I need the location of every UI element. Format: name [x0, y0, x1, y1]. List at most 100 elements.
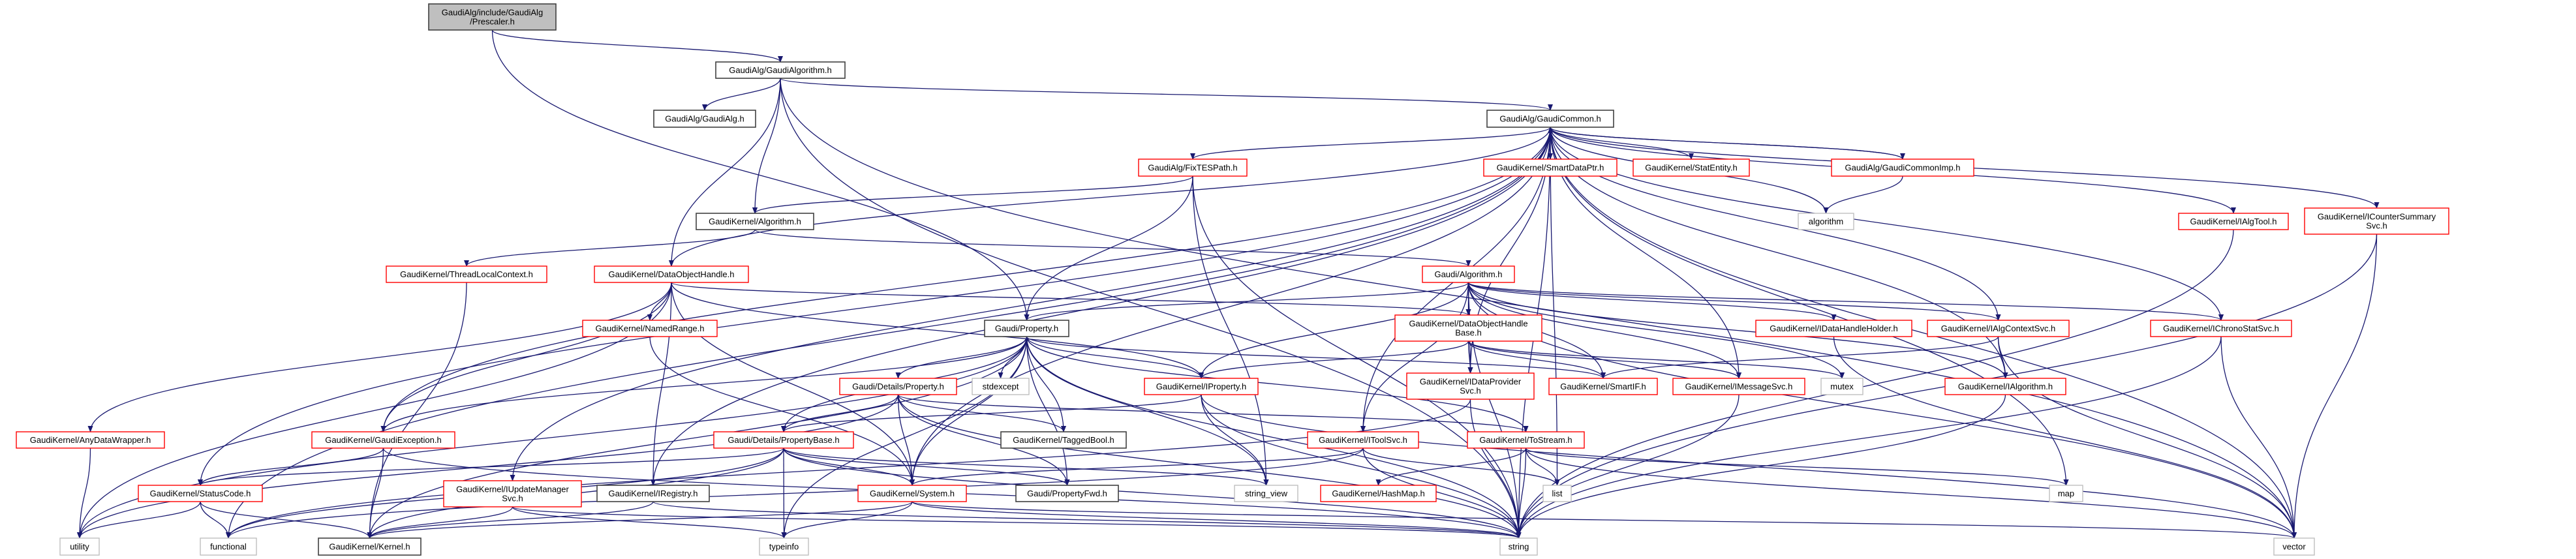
edge-ichronostatsvc-to-vector — [2220, 336, 2297, 539]
node-box — [2273, 537, 2315, 556]
node-hashmap[interactable]: GaudiKernel/HashMap.h — [1320, 485, 1437, 502]
node-fixtespath[interactable]: GaudiAlg/FixTESPath.h — [1138, 159, 1248, 177]
node-map: map — [2049, 485, 2083, 502]
node-label: map — [2058, 489, 2074, 498]
node-box — [1542, 485, 1572, 502]
edge-ichronostatsvc-to-string — [1516, 336, 2222, 539]
node-dataobjecthandle[interactable]: GaudiKernel/DataObjectHandle.h — [594, 265, 749, 283]
node-box — [1755, 320, 1912, 337]
node-gaudicommon[interactable]: GaudiAlg/GaudiCommon.h — [1486, 110, 1614, 128]
node-label: string — [1509, 542, 1529, 552]
node-iregistry[interactable]: GaudiKernel/IRegistry.h — [596, 485, 710, 502]
node-label: GaudiKernel/ThreadLocalContext.h — [400, 269, 533, 279]
edge-gaudialgorithm-to-gaudicommon — [780, 78, 1553, 111]
edge-gaudi_property-to-string — [1026, 336, 1522, 539]
edge-gaudi_property-to-gaudiexception — [380, 336, 1028, 432]
node-box — [428, 3, 557, 31]
node-gaudi-algorithm[interactable]: Gaudi/Algorithm.h — [1422, 265, 1515, 283]
edge-details_property-to-propertybase — [781, 394, 899, 432]
node-statentity[interactable]: GaudiKernel/StatEntity.h — [1633, 159, 1750, 177]
edge-details_property-to-tostream — [897, 394, 1529, 432]
node-label: GaudiKernel/ICounterSummary — [2318, 212, 2436, 222]
node-imessagesvc[interactable]: GaudiKernel/IMessageSvc.h — [1672, 378, 1805, 395]
edge-gaudi_algorithm-to-ialgcontextsvc — [1467, 282, 2001, 321]
node-gk-algorithm[interactable]: GaudiKernel/Algorithm.h — [696, 213, 814, 230]
edge-gaudicommon-to-fixtespath — [1190, 127, 1551, 160]
node-label: GaudiKernel/ToStream.h — [1479, 435, 1572, 445]
node-itoolsvc[interactable]: GaudiKernel/IToolSvc.h — [1307, 431, 1419, 449]
node-gaudialgorithm[interactable]: GaudiAlg/GaudiAlgorithm.h — [715, 61, 846, 79]
node-box — [696, 213, 814, 230]
edge-itoolsvc-to-string — [1362, 447, 1522, 539]
node-kernel[interactable]: GaudiKernel/Kernel.h — [318, 537, 422, 556]
node-label: GaudiKernel/DataObjectHandle — [1409, 319, 1527, 329]
node-ialgcontextsvc[interactable]: GaudiKernel/IAlgContextSvc.h — [1927, 320, 2070, 337]
node-box — [1138, 159, 1248, 177]
node-box — [2178, 213, 2289, 230]
node-ialgtool[interactable]: GaudiKernel/IAlgTool.h — [2178, 213, 2289, 230]
edge-system-to-kernel — [367, 501, 913, 539]
node-label: GaudiKernel/IDataProvider — [1420, 377, 1522, 387]
edge-tostream-to-vector — [1525, 447, 2297, 539]
node-box — [1320, 485, 1437, 502]
node-label: GaudiAlg/GaudiCommon.h — [1499, 114, 1601, 124]
node-tostream[interactable]: GaudiKernel/ToStream.h — [1467, 431, 1585, 449]
node-label: GaudiKernel/SmartDataPtr.h — [1497, 163, 1604, 173]
node-statuscode[interactable]: GaudiKernel/StatusCode.h — [138, 485, 263, 502]
edge-iproperty-to-string_view — [1201, 394, 1269, 486]
edge-itoolsvc-to-functional — [226, 447, 1364, 539]
edge-propertybase-to-string — [783, 447, 1522, 539]
node-box — [138, 485, 263, 502]
edge-system-to-string — [912, 501, 1522, 539]
node-box — [443, 480, 582, 507]
edge-icountersummarysvc-to-vector — [2292, 234, 2378, 539]
node-system[interactable]: GaudiKernel/System.h — [857, 485, 967, 502]
node-label: GaudiAlg/FixTESPath.h — [1148, 163, 1237, 173]
node-label: typeinfo — [769, 542, 799, 552]
node-label: GaudiKernel/Algorithm.h — [709, 217, 801, 226]
edge-gaudi_algorithm-to-ichronostatsvc — [1467, 282, 2224, 321]
edge-iproperty-to-vector — [1201, 394, 2297, 539]
edge-dataobjecthandle-to-gaudiexception — [380, 282, 672, 432]
node-taggedbool[interactable]: GaudiKernel/TaggedBool.h — [1000, 431, 1127, 449]
node-threadlocalcontext[interactable]: GaudiKernel/ThreadLocalContext.h — [386, 265, 547, 283]
node-namedrange[interactable]: GaudiKernel/NamedRange.h — [582, 320, 718, 337]
edge-gaudialgorithm-to-dataobjecthandle — [669, 78, 781, 267]
node-gaudi-property[interactable]: Gaudi/Property.h — [984, 320, 1069, 337]
node-details-property[interactable]: Gaudi/Details/Property.h — [839, 378, 957, 395]
node-ichronostatsvc[interactable]: GaudiKernel/IChronoStatSvc.h — [2150, 320, 2292, 337]
node-ialgorithm[interactable]: GaudiKernel/IAlgorithm.h — [1944, 378, 2066, 395]
node-box — [972, 378, 1030, 395]
node-box — [1394, 314, 1542, 342]
edge-iupdatemanagersvc-to-typeinfo — [512, 506, 787, 539]
node-smartdataptr[interactable]: GaudiKernel/SmartDataPtr.h — [1483, 159, 1618, 177]
node-smartif[interactable]: GaudiKernel/SmartIF.h — [1548, 378, 1658, 395]
node-gaudialg[interactable]: GaudiAlg/GaudiAlg.h — [653, 110, 756, 128]
edge-prescaler-to-gaudi_property — [491, 29, 1030, 321]
node-label: Gaudi/Algorithm.h — [1434, 269, 1502, 279]
node-prescaler: GaudiAlg/include/GaudiAlg/Prescaler.h — [428, 3, 557, 31]
node-gaudicommonimp[interactable]: GaudiAlg/GaudiCommonImp.h — [1831, 159, 1974, 177]
edge-iregistry-to-string — [652, 501, 1522, 539]
node-idatahandleholder[interactable]: GaudiKernel/IDataHandleHolder.h — [1755, 320, 1912, 337]
node-gaudiexception[interactable]: GaudiKernel/GaudiException.h — [311, 431, 455, 449]
node-label: GaudiKernel/IProperty.h — [1156, 382, 1247, 391]
node-iproperty[interactable]: GaudiKernel/IProperty.h — [1144, 378, 1259, 395]
node-label: GaudiAlg/GaudiAlg.h — [665, 114, 744, 124]
node-propertybase[interactable]: Gaudi/Details/PropertyBase.h — [713, 431, 854, 449]
node-label: GaudiKernel/IAlgContextSvc.h — [1941, 324, 2056, 333]
edge-gaudi_property-to-iproperty — [1026, 336, 1204, 379]
node-box — [1307, 431, 1419, 449]
node-box — [2150, 320, 2292, 337]
edge-dataobjecthandle-to-namedrange — [647, 282, 672, 321]
node-box — [311, 431, 455, 449]
node-box — [2304, 207, 2449, 235]
edge-gaudialgorithm-to-gaudialg — [702, 78, 781, 111]
node-anydatawrapper[interactable]: GaudiKernel/AnyDataWrapper.h — [16, 431, 165, 449]
node-propertyfwd[interactable]: Gaudi/PropertyFwd.h — [1015, 485, 1119, 502]
